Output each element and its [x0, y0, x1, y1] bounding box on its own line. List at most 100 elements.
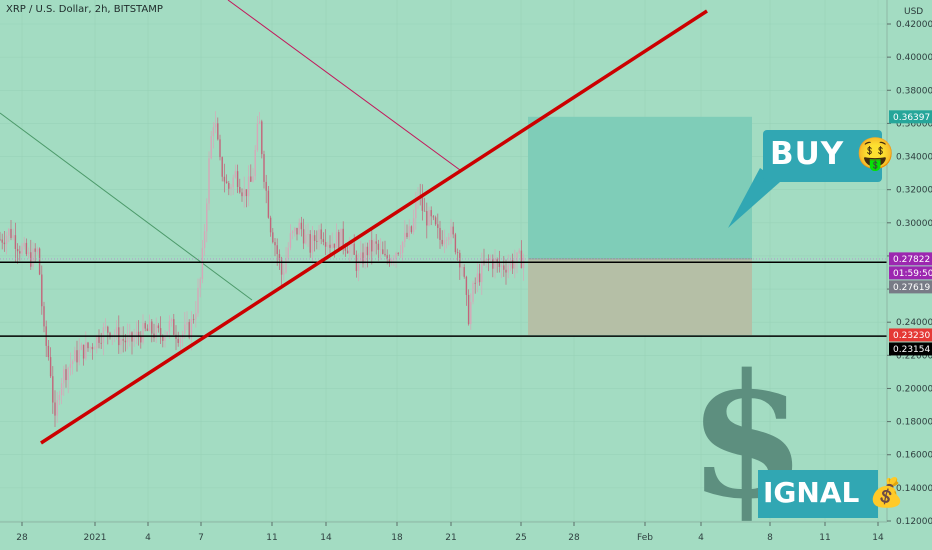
candle	[93, 345, 96, 350]
candle-body	[465, 276, 468, 295]
candle	[472, 280, 474, 305]
candle	[144, 320, 146, 332]
candle-body	[230, 187, 232, 189]
candle-body	[461, 267, 463, 268]
candle-body	[210, 136, 212, 159]
profit-zone[interactable]	[528, 116, 752, 259]
candle	[465, 275, 468, 306]
candle	[234, 164, 237, 179]
candle	[104, 318, 107, 331]
candle	[243, 176, 245, 208]
candle-body	[212, 127, 215, 137]
candle	[133, 328, 135, 347]
candle	[10, 220, 12, 241]
candle-body	[8, 228, 10, 236]
candle-body	[190, 318, 193, 338]
candle-body	[287, 247, 289, 259]
candle	[164, 330, 166, 348]
candle-body	[309, 234, 311, 253]
candle-body	[126, 335, 129, 343]
candle-body	[184, 324, 186, 334]
candle	[362, 243, 364, 268]
candle	[102, 322, 105, 356]
candle-body	[146, 328, 149, 331]
candle	[408, 219, 410, 241]
candle-body	[208, 158, 210, 204]
trendline-support[interactable]	[40, 9, 708, 445]
time-tick-label: 28	[16, 533, 28, 543]
candle	[269, 215, 272, 237]
candle	[135, 321, 138, 345]
candle	[131, 331, 133, 355]
candle	[492, 254, 494, 278]
price-tick-label: 0.14000	[896, 484, 932, 494]
price-axis[interactable]: 0.42000 0.40000 0.38000 0.36000 0.34000 0.320…	[887, 20, 932, 527]
price-tag: 01:59:50	[889, 266, 932, 280]
candle	[137, 320, 140, 346]
candle-body	[386, 255, 388, 260]
candle-body	[98, 335, 100, 343]
candle-body	[388, 259, 391, 264]
candle	[197, 278, 199, 317]
candle	[142, 314, 144, 345]
candle-body	[71, 361, 74, 365]
long-position-tool[interactable]	[528, 116, 752, 335]
trend-lines-thin[interactable]	[0, 0, 461, 301]
time-axis[interactable]: 28 2021 4 7 11 14 18 21 25 28 Feb 4 8 11 14	[16, 522, 884, 543]
candle-body	[428, 210, 430, 226]
candle	[179, 335, 182, 353]
candle-body	[239, 187, 241, 193]
candle-body	[96, 335, 98, 349]
candle	[78, 338, 80, 366]
candle-body	[140, 336, 142, 343]
buy-label: BUY	[770, 136, 845, 172]
candle	[34, 243, 36, 262]
candle	[307, 223, 309, 247]
candle	[395, 251, 397, 268]
candle	[289, 224, 292, 251]
candle-body	[142, 323, 144, 343]
buy-badge	[763, 130, 882, 182]
candle-body	[320, 229, 322, 240]
candle-body	[278, 254, 281, 261]
candle-body	[115, 327, 118, 335]
price-tick-label: 0.20000	[896, 384, 932, 394]
candle	[272, 228, 274, 244]
horizontal-levels[interactable]	[0, 258, 887, 337]
candle	[245, 189, 248, 208]
candle-body	[192, 318, 195, 320]
candle	[406, 224, 408, 239]
candle-body	[353, 243, 355, 255]
candle-body	[357, 261, 360, 271]
candle	[208, 151, 210, 211]
candle-body	[0, 239, 1, 241]
candle	[331, 232, 333, 250]
candle-body	[415, 201, 417, 219]
candle	[496, 257, 498, 273]
candle-body	[496, 259, 498, 262]
candle-body	[505, 269, 507, 273]
stop-loss-zone[interactable]	[528, 258, 752, 335]
candle-body	[399, 252, 402, 254]
candle-body	[65, 369, 67, 381]
candle-body	[25, 242, 28, 255]
candle	[96, 334, 98, 354]
buy-callout-pointer	[728, 168, 780, 228]
candle	[241, 188, 243, 202]
candle-body	[85, 342, 87, 359]
candle-body	[109, 332, 111, 338]
candle-body	[164, 335, 166, 341]
candle	[14, 222, 17, 262]
price-tick-label: 0.18000	[896, 418, 932, 428]
candle	[140, 331, 142, 349]
candle-body	[36, 248, 39, 252]
candle-body	[340, 228, 342, 248]
candle-body	[162, 336, 164, 341]
candle-body	[157, 325, 160, 329]
candle-body	[274, 242, 276, 246]
candle	[456, 248, 459, 261]
candle-body	[296, 227, 298, 235]
candle-body	[16, 248, 19, 252]
candle	[124, 334, 127, 352]
